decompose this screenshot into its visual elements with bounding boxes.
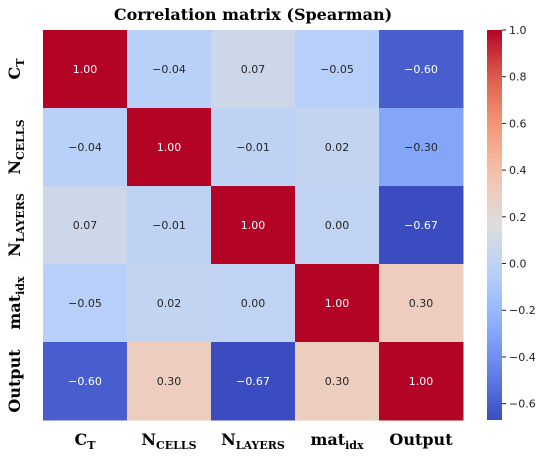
- cell-value-label: −0.01: [236, 141, 270, 154]
- heatmap-cell: [127, 30, 212, 109]
- heatmap-cell: [295, 30, 380, 109]
- colorbar-tick-label: 0.2: [509, 211, 527, 224]
- row-label: matidx: [5, 276, 27, 330]
- cell-value-label: 0.07: [73, 219, 98, 232]
- heatmap-cell: [43, 30, 128, 109]
- heatmap-cell: [43, 186, 128, 265]
- row-label: NCELLS: [5, 119, 27, 174]
- row-label: NLAYERS: [5, 193, 27, 257]
- cell-value-label: 0.07: [241, 63, 266, 76]
- colorbar-tick-label: −0.6: [509, 398, 536, 411]
- heatmap-cell: [211, 108, 296, 187]
- heatmap-cell: [43, 342, 128, 421]
- cell-value-label: −0.05: [320, 63, 354, 76]
- colorbar: 1.0 0.8 0.6 0.4 0.2 0.0 −0.2 −0.4 −0.6: [487, 24, 536, 420]
- chart-title: Correlation matrix (Spearman): [114, 5, 392, 24]
- cell-value-label: 0.00: [241, 297, 266, 310]
- colorbar-tick-label: 1.0: [509, 24, 527, 37]
- colorbar-tick-label: 0.4: [509, 164, 527, 177]
- cell-value-label: 0.02: [325, 141, 350, 154]
- heatmap-cell: [379, 186, 464, 265]
- cell-value-label: 1.00: [409, 375, 434, 388]
- colorbar-tick-label: 0.8: [509, 71, 527, 84]
- heatmap-cell: [295, 186, 380, 265]
- heatmap-cell: [43, 264, 128, 343]
- heatmap-cell: [127, 108, 212, 187]
- heatmap-cell: [295, 342, 380, 421]
- heatmap-cell: [211, 264, 296, 343]
- cell-value-label: −0.04: [68, 141, 102, 154]
- heatmap-cell: [43, 108, 128, 187]
- heatmap-cell: [379, 342, 464, 421]
- cell-value-label: −0.01: [152, 219, 186, 232]
- cell-value-label: 1.00: [325, 297, 350, 310]
- column-label: matidx: [310, 430, 364, 452]
- cell-value-label: −0.60: [404, 63, 438, 76]
- column-label: NCELLS: [141, 430, 196, 452]
- column-label: NLAYERS: [221, 430, 285, 452]
- cell-value-label: −0.60: [68, 375, 102, 388]
- cell-value-label: 0.30: [325, 375, 350, 388]
- colorbar-tick-label: 0.6: [509, 117, 527, 130]
- heatmap-cell: [127, 186, 212, 265]
- heatmap-cell: [379, 30, 464, 109]
- colorbar-tick-label: −0.4: [509, 351, 536, 364]
- heatmap-cell: [295, 264, 380, 343]
- cell-value-label: −0.04: [152, 63, 186, 76]
- heatmap-cell: [295, 108, 380, 187]
- cell-value-label: 1.00: [73, 63, 98, 76]
- colorbar-tick-label: 0.0: [509, 258, 527, 271]
- colorbar-tick-label: −0.2: [509, 304, 536, 317]
- cell-value-label: −0.67: [404, 219, 438, 232]
- cell-value-label: 0.30: [409, 297, 434, 310]
- heatmap-cell: [379, 108, 464, 187]
- row-label: Output: [5, 349, 24, 413]
- heatmap-cell: [127, 264, 212, 343]
- colorbar-gradient: [487, 30, 502, 420]
- cell-value-label: −0.30: [404, 141, 438, 154]
- cell-value-label: 0.30: [157, 375, 182, 388]
- column-label: Output: [389, 430, 453, 449]
- column-labels: CT NCELLS NLAYERS matidx Output: [75, 430, 454, 452]
- heatmap-cell: [211, 30, 296, 109]
- cell-value-label: −0.67: [236, 375, 270, 388]
- heatmap-cell: [211, 186, 296, 265]
- cell-value-label: −0.05: [68, 297, 102, 310]
- cell-value-label: 1.00: [241, 219, 266, 232]
- heatmap-cell: [211, 342, 296, 421]
- column-label: CT: [75, 430, 97, 452]
- cell-value-label: 0.00: [325, 219, 350, 232]
- heatmap-cell: [379, 264, 464, 343]
- cell-value-label: 0.02: [157, 297, 182, 310]
- heatmap-cell: [127, 342, 212, 421]
- row-labels: CT NCELLS NLAYERS matidx Output: [5, 58, 27, 413]
- heatmap-cells: 1.00 −0.04 0.07 −0.05 −0.60 −0.04 1.00 −0.01 0.0…: [43, 30, 464, 421]
- cell-value-label: 1.00: [157, 141, 182, 154]
- row-label: CT: [5, 58, 27, 80]
